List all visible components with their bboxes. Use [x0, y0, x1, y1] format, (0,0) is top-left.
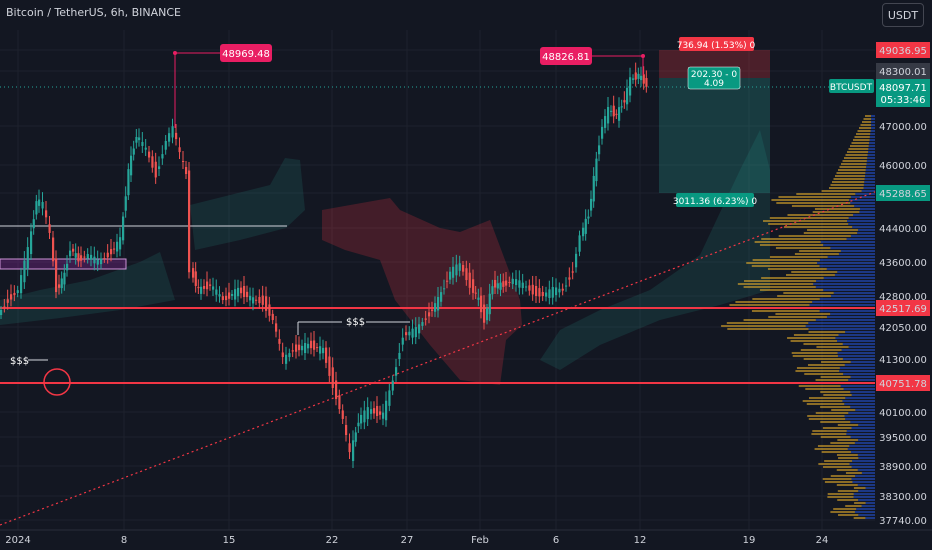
volume-profile [721, 115, 875, 519]
high-right-badge [540, 47, 592, 65]
price-tick-label: 37740.00 [879, 516, 927, 527]
high-right-label: 48826.81 [542, 52, 590, 63]
cloud-bullish-1 [190, 158, 305, 250]
position-target-label: 736.94 (1.53%) 0 [677, 41, 756, 51]
position-mid-label2: 4.09 [704, 79, 724, 89]
price-tick-badge [876, 375, 930, 391]
symbol-label: BTCUSDT [830, 83, 873, 93]
ichimoku-cloud [0, 130, 770, 385]
price-tick-label: 38900.00 [879, 462, 927, 473]
currency-button[interactable]: USDT [882, 3, 924, 27]
liquidity-left-label: $$$ [10, 356, 29, 367]
chart-title: Bitcoin / TetherUS, 6h, BINANCE [6, 6, 182, 19]
price-axis[interactable]: 49036.95 48300.01 47000.00 46000.00 45288.65… [829, 30, 932, 530]
time-tick-label: 19 [743, 535, 756, 546]
price-tick-label: 44400.00 [879, 224, 927, 235]
position-target-badge [679, 37, 754, 51]
price-axis-bg [875, 30, 932, 530]
position-stop-label: 3011.36 (6.23%) 0 [673, 197, 758, 207]
price-tick-label: 49036.95 [879, 46, 927, 57]
price-tick-label: 40751.78 [879, 379, 927, 390]
price-tick-label: 42800.00 [879, 292, 927, 303]
price-tick-label: 42517.69 [879, 304, 927, 315]
price-tick-label: 45288.65 [879, 189, 927, 200]
price-tick-label: 47000.00 [879, 122, 927, 133]
liquidity-mid-label: $$$ [346, 317, 365, 328]
purple-zone [0, 258, 127, 270]
price-tick-label: 38300.00 [879, 492, 927, 503]
candles [0, 62, 648, 468]
high-left-badge [220, 44, 272, 62]
symbol-badge [829, 79, 874, 93]
time-tick-label: 2024 [5, 535, 30, 546]
high-left-label: 48969.48 [222, 49, 270, 60]
price-tick-badge [876, 300, 930, 316]
time-tick-label: 22 [326, 535, 339, 546]
price-tick-label: 42050.00 [879, 323, 927, 334]
cloud-bullish-3 [0, 252, 175, 325]
time-tick-label: 15 [223, 535, 236, 546]
position-mid-badge [687, 66, 741, 90]
cloud-bearish-1 [322, 198, 522, 385]
price-tick-badge [876, 185, 930, 201]
high-right-dot [641, 54, 645, 58]
time-tick-label: 27 [401, 535, 414, 546]
time-tick-label: 8 [121, 535, 127, 546]
price-tick-label: 41300.00 [879, 355, 927, 366]
cloud-bullish-2 [540, 130, 770, 370]
position-stop-badge [676, 193, 754, 207]
position-mid-label: 202.30 - 0 [691, 70, 737, 80]
price-tick-label: 40100.00 [879, 408, 927, 419]
time-axis[interactable]: 2024 8 15 22 27 Feb 6 12 19 24 [0, 529, 932, 546]
time-tick-label: 24 [816, 535, 829, 546]
price-tick-label: 46000.00 [879, 161, 927, 172]
price-tick-badge [876, 63, 930, 79]
time-tick-label: 12 [634, 535, 647, 546]
high-left-dot [173, 51, 177, 55]
price-tick-badge [876, 42, 930, 58]
last-price-badge [876, 79, 930, 107]
trend-line [0, 189, 881, 526]
countdown-label: 05:33:46 [881, 95, 926, 106]
price-tick-label: 43600.00 [879, 258, 927, 269]
price-tick-label: 39500.00 [879, 433, 927, 444]
time-tick-label: Feb [471, 535, 489, 546]
time-tick-label: 6 [553, 535, 559, 546]
position-stop-zone [659, 78, 770, 193]
price-tick-label: 48300.01 [879, 67, 927, 78]
last-price-label: 48097.71 [879, 83, 927, 94]
liquidity-sweep-circle [43, 368, 71, 396]
